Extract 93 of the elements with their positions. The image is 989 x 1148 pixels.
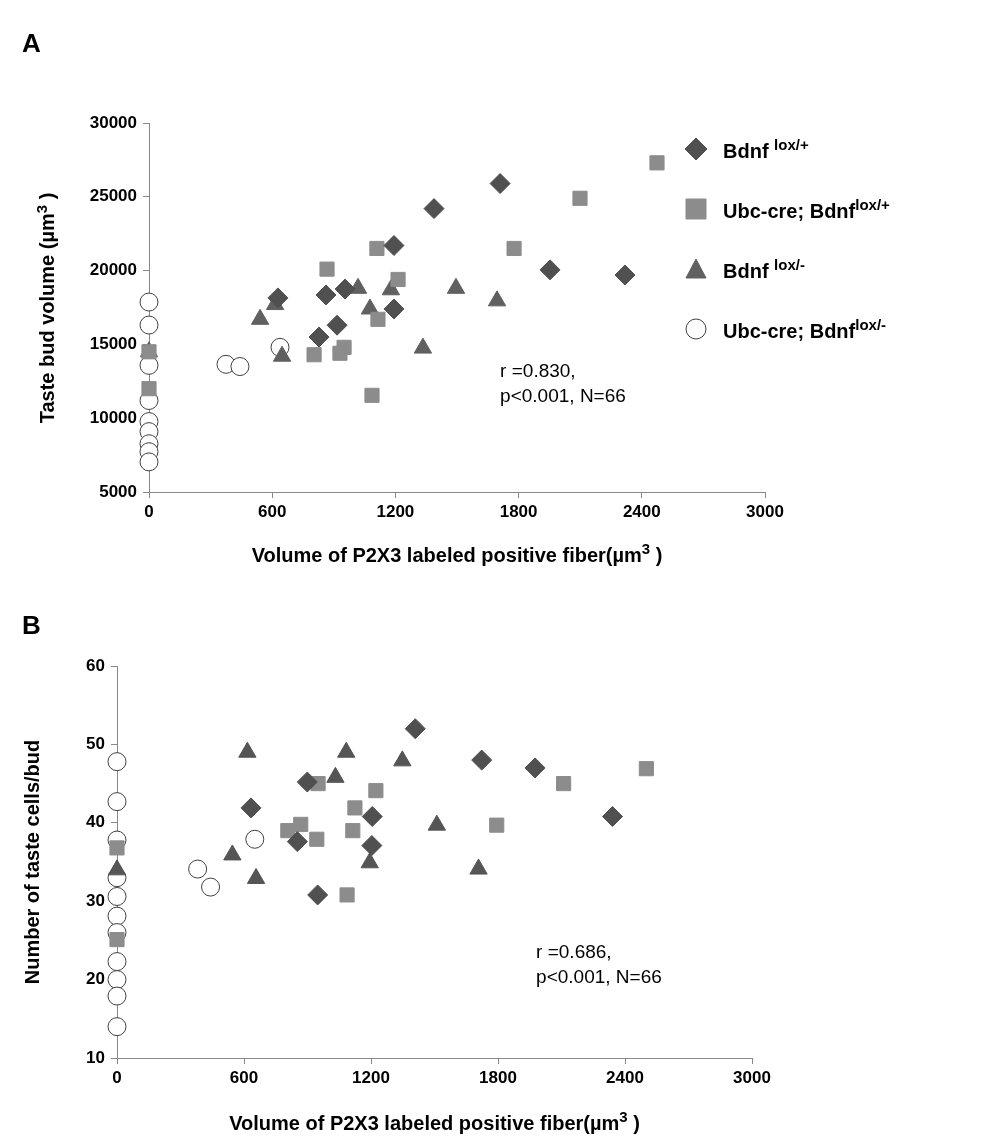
point bbox=[489, 173, 511, 195]
point bbox=[572, 190, 588, 206]
y-tick-label: 30000 bbox=[89, 112, 137, 132]
point bbox=[107, 1017, 127, 1037]
x-tick-label: 3000 bbox=[733, 1067, 771, 1087]
point bbox=[649, 155, 665, 171]
point bbox=[245, 829, 265, 849]
x-tick-label: 600 bbox=[258, 501, 287, 521]
point bbox=[230, 357, 250, 377]
point bbox=[107, 906, 127, 926]
chart-title: A bbox=[22, 28, 41, 59]
y-tick-label: 40 bbox=[86, 812, 105, 832]
point bbox=[614, 264, 636, 286]
point bbox=[280, 823, 296, 839]
y-tick-label: 60 bbox=[86, 655, 105, 675]
point bbox=[347, 800, 363, 816]
point bbox=[368, 783, 384, 799]
y-tick-label: 10 bbox=[86, 1047, 105, 1067]
point bbox=[506, 240, 522, 257]
point bbox=[423, 198, 445, 220]
point bbox=[471, 749, 493, 771]
y-tick-label: 20000 bbox=[89, 260, 137, 280]
y-tick-label: 15000 bbox=[89, 334, 137, 354]
point bbox=[267, 287, 289, 309]
point bbox=[339, 887, 355, 903]
point bbox=[345, 823, 361, 839]
y-axis-title: Number of taste cells/bud bbox=[20, 739, 44, 985]
x-tick-label: 3000 bbox=[746, 501, 784, 521]
x-axis-title: Volume of P2X3 labeled positive fiber(µm$^{3}$ ) bbox=[251, 540, 663, 567]
point bbox=[141, 381, 157, 397]
point bbox=[390, 271, 406, 288]
point bbox=[139, 315, 159, 335]
legend-label: Ubc-cre; Bdnf$^{lox/+}$ bbox=[723, 195, 890, 223]
x-tick-label: 2400 bbox=[622, 501, 661, 521]
point bbox=[332, 345, 348, 361]
point bbox=[364, 387, 380, 403]
point bbox=[139, 452, 159, 472]
x-axis-title: Volume of P2X3 labeled positive fiber(µm$^{3}$ ) bbox=[229, 1108, 640, 1135]
point bbox=[524, 757, 546, 779]
point bbox=[383, 298, 405, 320]
point bbox=[361, 835, 383, 857]
point bbox=[296, 771, 318, 793]
y-tick-label: 10000 bbox=[89, 407, 137, 427]
point bbox=[369, 240, 385, 257]
point bbox=[107, 752, 127, 772]
point bbox=[334, 278, 356, 300]
point bbox=[107, 792, 127, 812]
point bbox=[638, 761, 654, 777]
point bbox=[383, 235, 405, 257]
y-tick-label: 25000 bbox=[89, 186, 137, 206]
legend-label: Bdnf $^{lox/-}$ bbox=[723, 255, 805, 283]
point bbox=[556, 776, 572, 792]
x-tick-label: 600 bbox=[229, 1067, 259, 1087]
point bbox=[539, 259, 561, 281]
legend-label: Ubc-cre; Bdnf$^{lox/-}$ bbox=[723, 315, 887, 343]
point bbox=[240, 797, 262, 819]
point bbox=[489, 817, 505, 833]
point bbox=[404, 718, 426, 740]
x-tick-label: 0 bbox=[112, 1067, 122, 1087]
legend-label: Bdnf $^{lox/+}$ bbox=[723, 135, 809, 163]
chart-title: B bbox=[22, 610, 41, 641]
point bbox=[107, 970, 127, 990]
point bbox=[370, 311, 386, 327]
point bbox=[309, 831, 325, 847]
point bbox=[107, 952, 127, 972]
point bbox=[306, 347, 322, 363]
x-tick-label: 1200 bbox=[376, 501, 415, 521]
x-tick-label: 1800 bbox=[499, 501, 538, 521]
point bbox=[315, 284, 337, 306]
x-tick-label: 2400 bbox=[606, 1067, 644, 1087]
point bbox=[188, 859, 208, 879]
y-tick-label: 5000 bbox=[99, 481, 137, 501]
point bbox=[361, 806, 383, 828]
annotation: r =0.686, p<0.001, N=66 bbox=[536, 940, 662, 990]
point bbox=[139, 292, 159, 312]
x-tick-label: 1800 bbox=[479, 1067, 517, 1087]
x-tick-label: 0 bbox=[144, 501, 154, 521]
point bbox=[602, 806, 624, 828]
point bbox=[308, 326, 330, 348]
point bbox=[109, 932, 125, 948]
annotation: r =0.830, p<0.001, N=66 bbox=[500, 359, 626, 408]
x-tick-label: 1200 bbox=[352, 1067, 390, 1087]
point bbox=[201, 877, 221, 897]
point bbox=[107, 887, 127, 906]
y-tick-label: 50 bbox=[86, 734, 105, 754]
point bbox=[319, 261, 335, 277]
y-tick-label: 30 bbox=[86, 890, 105, 910]
point bbox=[286, 831, 308, 853]
y-tick-label: 20 bbox=[86, 969, 105, 989]
point bbox=[326, 314, 348, 336]
point bbox=[107, 986, 127, 1006]
point bbox=[109, 840, 125, 856]
point bbox=[307, 884, 329, 906]
